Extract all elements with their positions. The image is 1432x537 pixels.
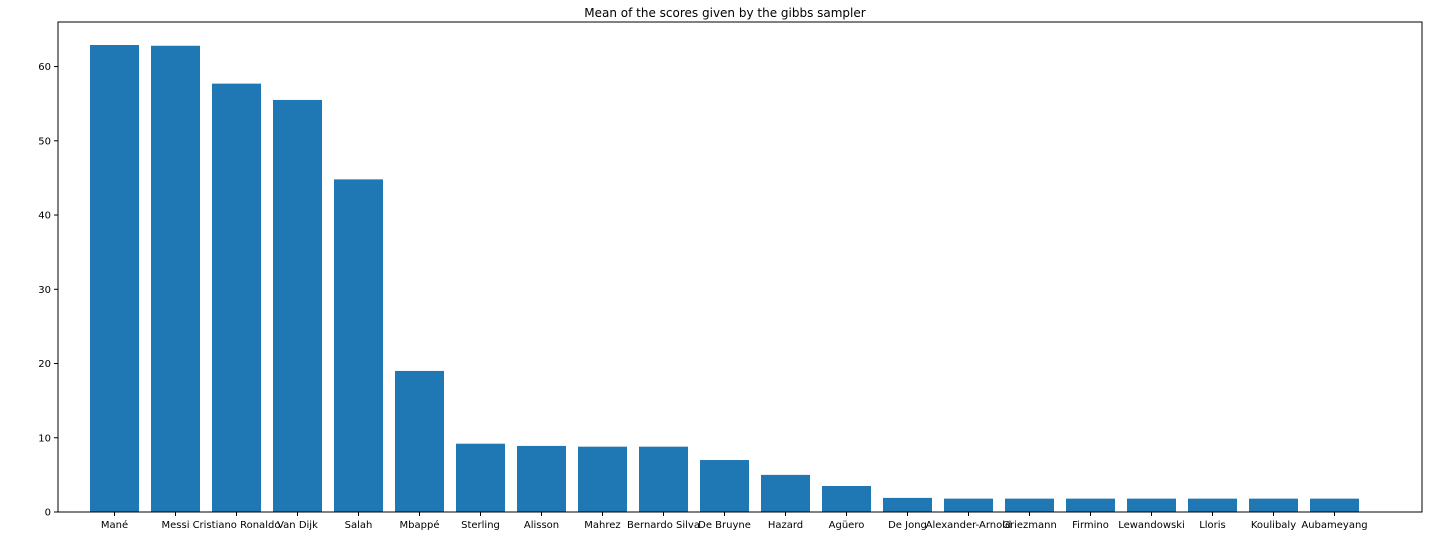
x-tick-label-2: Cristiano Ronaldo: [193, 520, 281, 531]
y-tick-label-3: 30: [38, 285, 51, 296]
x-tick-label-1: Messi: [162, 520, 190, 531]
bar-17: [1127, 498, 1176, 512]
y-tick-label-5: 50: [38, 136, 51, 147]
bar-13: [883, 497, 932, 512]
bar-9: [639, 446, 688, 512]
plot-frame: [57, 21, 1423, 513]
x-tick-label-12: Agüero: [829, 520, 865, 531]
bar-12: [822, 486, 871, 512]
x-tick-label-11: Hazard: [768, 520, 803, 531]
y-tick-label-2: 20: [38, 359, 51, 370]
bar-18: [1188, 498, 1237, 512]
bar-6: [456, 443, 505, 512]
x-tick-label-14: Alexander-Arnold: [926, 520, 1012, 531]
x-tick-label-0: Mané: [101, 519, 128, 531]
bar-20: [1310, 498, 1359, 512]
bars-group: [90, 45, 1359, 513]
y-tick-label-4: 40: [38, 211, 51, 222]
bar-1: [151, 45, 200, 513]
bar-5: [395, 370, 444, 512]
x-tick-label-15: Griezmann: [1002, 520, 1057, 531]
x-tick-label-16: Firmino: [1072, 520, 1109, 531]
bar-14: [944, 498, 993, 512]
y-tick-label-6: 60: [38, 62, 51, 73]
bar-0: [90, 45, 139, 513]
bar-3: [273, 99, 322, 513]
y-tick-label-0: 0: [45, 508, 51, 519]
y-axis: 0 10 20 30 40 50 60: [38, 62, 58, 519]
bar-4: [334, 179, 383, 513]
bar-7: [517, 445, 566, 512]
x-tick-label-7: Alisson: [524, 520, 559, 531]
bar-8: [578, 446, 627, 512]
x-tick-label-10: De Bruyne: [698, 520, 751, 531]
bar-10: [700, 460, 749, 512]
bar-11: [761, 474, 810, 512]
x-tick-label-4: Salah: [345, 520, 373, 531]
chart-title: Mean of the scores given by the gibbs sa…: [584, 6, 865, 20]
bar-19: [1249, 498, 1298, 512]
x-tick-label-8: Mahrez: [584, 520, 620, 531]
x-tick-label-3: Van Dijk: [277, 520, 318, 531]
x-tick-label-20: Aubameyang: [1301, 520, 1367, 531]
y-tick-label-1: 10: [38, 433, 51, 444]
bar-2: [212, 83, 261, 512]
x-tick-label-18: Lloris: [1199, 520, 1226, 531]
x-tick-label-17: Lewandowski: [1118, 520, 1185, 531]
x-tick-label-13: De Jong: [888, 520, 927, 531]
x-tick-label-9: Bernardo Silva: [627, 520, 700, 531]
x-tick-label-5: Mbappé: [400, 519, 440, 531]
bar-16: [1066, 498, 1115, 512]
x-tick-label-19: Koulibaly: [1251, 520, 1296, 531]
bar-15: [1005, 498, 1054, 512]
x-tick-label-6: Sterling: [461, 520, 500, 531]
